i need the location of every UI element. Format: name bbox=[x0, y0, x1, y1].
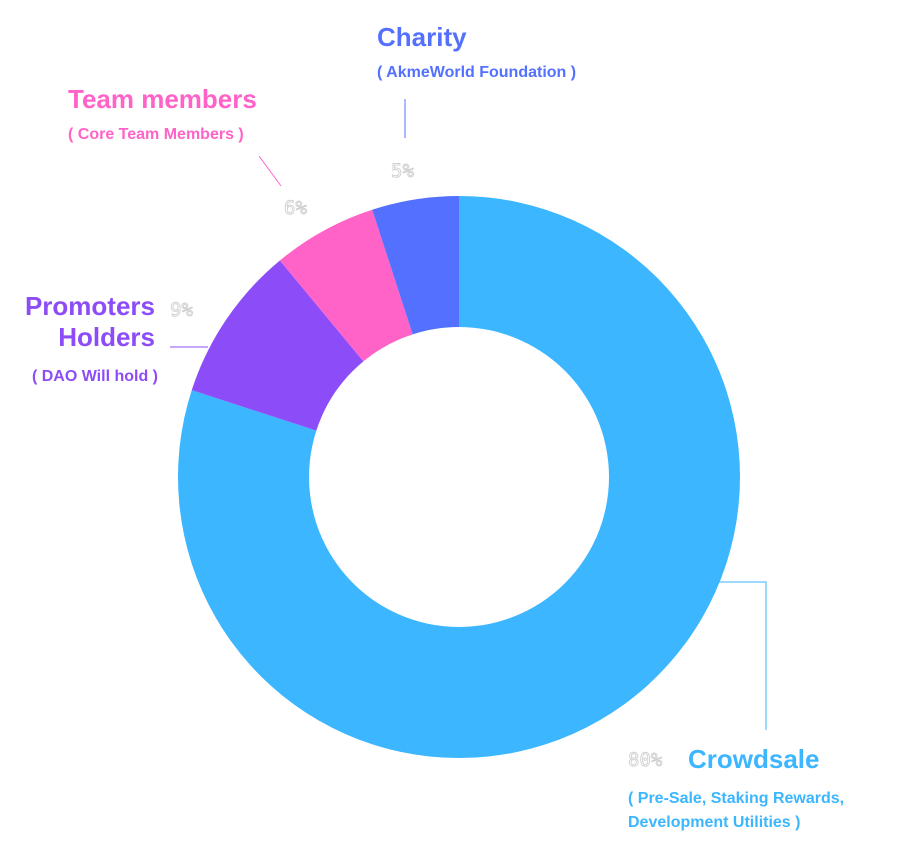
value-label-crowdsale: 80% bbox=[628, 749, 663, 771]
value-label-charity: 5% bbox=[391, 160, 414, 182]
category-label-team-members: Team members bbox=[68, 84, 257, 114]
category-label-charity: Charity bbox=[377, 22, 467, 52]
slice-labels: 80% Crowdsale ( Pre-Sale, Staking Rewards,… bbox=[25, 22, 844, 831]
category-label-promoters-holders-2: Holders bbox=[58, 322, 155, 352]
category-subtitle-crowdsale-2: Development Utilities ) bbox=[628, 814, 800, 831]
category-subtitle-team-members: ( Core Team Members ) bbox=[68, 126, 244, 143]
slice-promoters-holders bbox=[191, 260, 364, 431]
category-subtitle-promoters-holders: ( DAO Will hold ) bbox=[32, 368, 158, 385]
leader-line-team-members bbox=[258, 155, 282, 187]
leader-lines bbox=[170, 99, 767, 730]
donut-slices bbox=[177, 196, 740, 758]
slice-crowdsale bbox=[177, 196, 740, 758]
category-subtitle-crowdsale-1: ( Pre-Sale, Staking Rewards, bbox=[628, 790, 844, 807]
leader-line-crowdsale bbox=[715, 581, 767, 730]
value-label-promoters-holders: 9% bbox=[170, 299, 193, 321]
category-label-promoters-holders-1: Promoters bbox=[25, 291, 155, 321]
slice-charity bbox=[372, 196, 459, 335]
category-subtitle-charity: ( AkmeWorld Foundation ) bbox=[377, 64, 576, 81]
value-label-team-members: 6% bbox=[284, 197, 307, 219]
category-label-crowdsale: Crowdsale bbox=[688, 744, 820, 774]
slice-team-members bbox=[279, 209, 413, 362]
